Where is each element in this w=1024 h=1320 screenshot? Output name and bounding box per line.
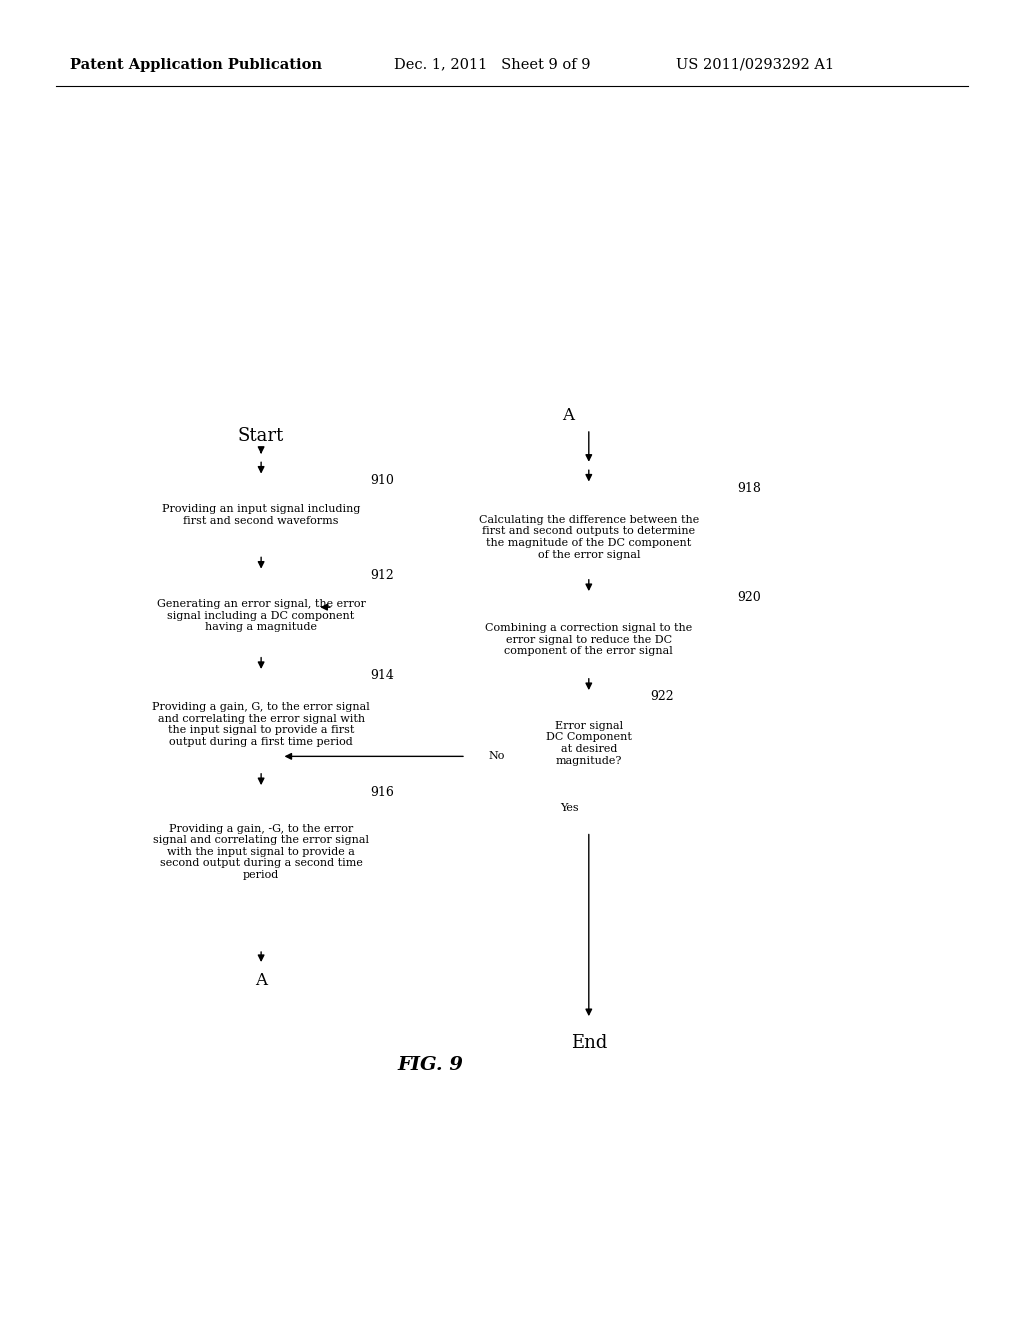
Text: Providing a gain, G, to the error signal
and correlating the error signal with
t: Providing a gain, G, to the error signal… [153,702,370,747]
Text: A: A [255,973,267,989]
Text: A: A [562,408,574,424]
Text: 914: 914 [371,669,394,682]
Text: Error signal
DC Component
at desired
magnitude?: Error signal DC Component at desired mag… [546,721,632,766]
Text: US 2011/0293292 A1: US 2011/0293292 A1 [676,58,834,71]
Text: 918: 918 [737,482,761,495]
Text: FIG. 9: FIG. 9 [397,1056,463,1074]
Text: 922: 922 [650,690,674,704]
Text: 920: 920 [737,591,761,605]
Text: Start: Start [238,426,285,445]
Text: 912: 912 [371,569,394,582]
Text: Providing an input signal including
first and second waveforms: Providing an input signal including firs… [162,504,360,525]
Text: Yes: Yes [560,803,579,813]
Text: 916: 916 [371,785,394,799]
Text: Dec. 1, 2011   Sheet 9 of 9: Dec. 1, 2011 Sheet 9 of 9 [394,58,591,71]
Text: Combining a correction signal to the
error signal to reduce the DC
component of : Combining a correction signal to the err… [485,623,692,656]
Text: Providing a gain, -G, to the error
signal and correlating the error signal
with : Providing a gain, -G, to the error signa… [154,824,369,880]
Text: No: No [488,751,505,762]
Text: Generating an error signal, the error
signal including a DC component
having a m: Generating an error signal, the error si… [157,599,366,632]
Text: Calculating the difference between the
first and second outputs to determine
the: Calculating the difference between the f… [478,515,699,560]
Text: Patent Application Publication: Patent Application Publication [70,58,322,71]
Text: End: End [570,1034,607,1052]
Text: 910: 910 [371,474,394,487]
